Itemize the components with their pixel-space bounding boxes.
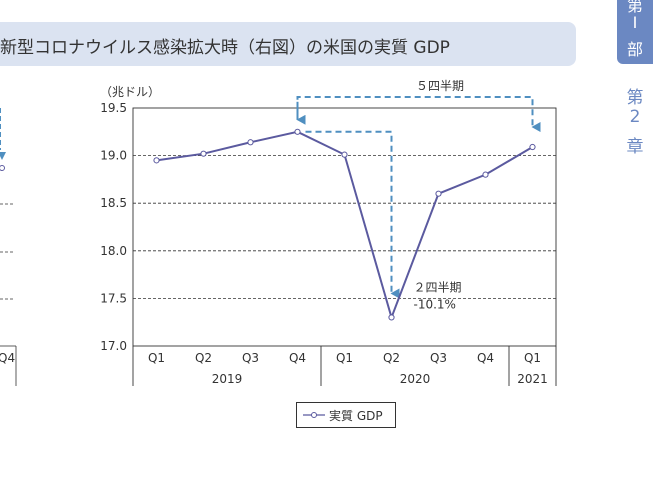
part-tab: 第 I 部 bbox=[617, 0, 653, 64]
data-point bbox=[388, 314, 395, 321]
x-tick-label: Q3 bbox=[430, 351, 447, 365]
grid-lines bbox=[133, 155, 556, 299]
plot-frame bbox=[132, 107, 557, 347]
annotation-arrows bbox=[296, 96, 541, 299]
x-axis: Q1 Q2 Q3 Q4 Q1 Q2 Q3 Q4 Q1 2019 2020 2021 bbox=[132, 346, 557, 386]
legend-marker bbox=[303, 412, 325, 418]
title-bar bbox=[0, 22, 576, 66]
drop-percent-label: -10.1% bbox=[414, 297, 456, 311]
part-tab-char-2: I bbox=[632, 13, 638, 32]
left-fragment-point bbox=[0, 165, 5, 171]
y-tick-label: 19.0 bbox=[100, 149, 127, 163]
chapter-char-1: 第 bbox=[626, 88, 644, 108]
annotations: ５四半期 ２四半期 -10.1% bbox=[414, 79, 465, 311]
year-label: 2021 bbox=[517, 372, 548, 386]
two-quarter-label: ２四半期 bbox=[414, 280, 462, 294]
year-label: 2019 bbox=[212, 372, 243, 386]
part-tab-char-1: 第 bbox=[626, 0, 643, 15]
two-quarter-arrow bbox=[305, 130, 400, 299]
five-quarter-label: ５四半期 bbox=[416, 79, 464, 93]
series-gdp bbox=[153, 128, 536, 321]
left-chart-fragment: Q4 bbox=[0, 108, 17, 386]
x-tick-label: Q2 bbox=[383, 351, 400, 365]
data-point bbox=[435, 190, 442, 197]
part-tab-char-3: 部 bbox=[626, 40, 643, 59]
data-point bbox=[200, 150, 207, 157]
data-point bbox=[153, 157, 160, 164]
x-tick-label: Q3 bbox=[242, 351, 259, 365]
x-tick-label: Q1 bbox=[148, 351, 165, 365]
x-tick-label: Q4 bbox=[289, 351, 306, 365]
left-fragment-tick-label: Q4 bbox=[0, 351, 15, 365]
legend-label: 実質 GDP bbox=[329, 409, 383, 423]
left-fragment-arrow bbox=[0, 152, 6, 160]
y-tick-labels: 19.5 19.0 18.5 18.0 17.5 17.0 bbox=[100, 101, 127, 353]
legend: 実質 GDP bbox=[296, 402, 396, 428]
page-title: 新型コロナウイルス感染拡大時（右図）の米国の実質 GDP bbox=[0, 38, 450, 58]
y-tick-label: 18.0 bbox=[100, 244, 127, 258]
y-tick-label: 18.5 bbox=[100, 196, 127, 210]
x-tick-label: Q1 bbox=[336, 351, 353, 365]
x-tick-label: Q1 bbox=[524, 351, 541, 365]
data-point bbox=[482, 171, 489, 178]
chapter-char-2: 2 bbox=[629, 107, 641, 127]
x-tick-label: Q4 bbox=[477, 351, 494, 365]
data-point bbox=[247, 139, 254, 146]
five-quarter-arrow bbox=[296, 96, 541, 133]
y-tick-label: 17.0 bbox=[100, 339, 127, 353]
data-point bbox=[341, 151, 348, 158]
chapter-char-3: 章 bbox=[626, 137, 644, 157]
y-tick-label: 17.5 bbox=[100, 291, 127, 305]
data-point bbox=[529, 143, 536, 151]
series-line bbox=[156, 130, 534, 321]
y-axis-unit: （兆ドル） bbox=[100, 85, 160, 99]
year-label: 2020 bbox=[400, 372, 431, 386]
data-point bbox=[294, 128, 301, 135]
x-tick-label: Q2 bbox=[195, 351, 212, 365]
y-tick-label: 19.5 bbox=[100, 101, 127, 115]
